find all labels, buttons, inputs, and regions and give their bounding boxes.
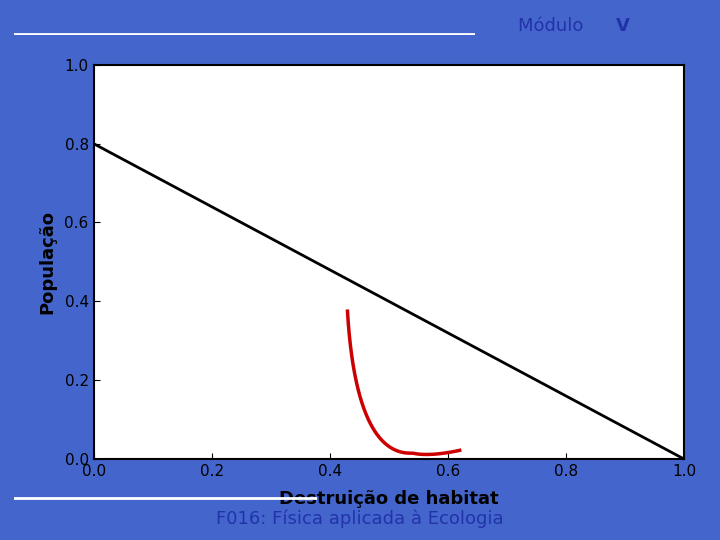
Y-axis label: População: População: [38, 210, 56, 314]
Text: V: V: [616, 17, 629, 35]
Text: Módulo: Módulo: [518, 17, 590, 35]
Text: F016: Física aplicada à Ecologia: F016: Física aplicada à Ecologia: [216, 509, 504, 528]
X-axis label: Destruição de habitat: Destruição de habitat: [279, 490, 499, 508]
